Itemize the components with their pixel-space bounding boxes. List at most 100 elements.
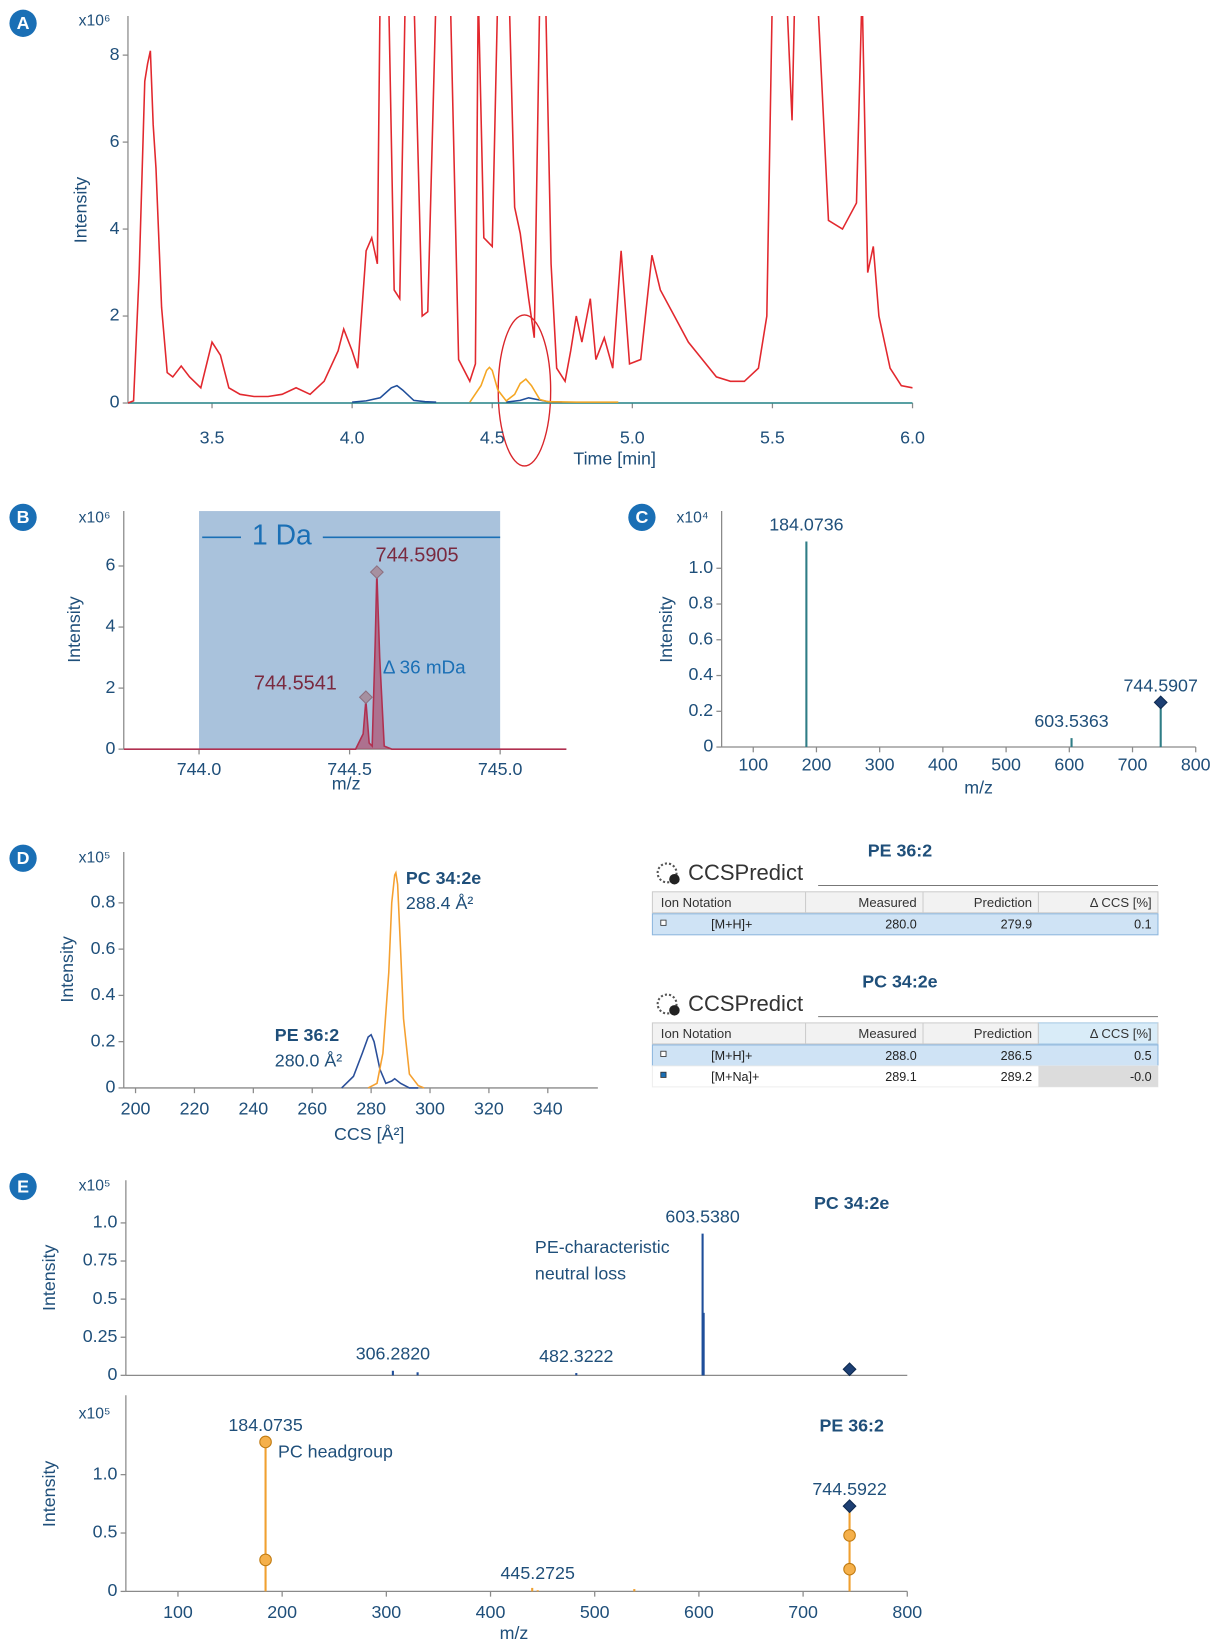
y-multiplier: x10⁵ (79, 1405, 111, 1422)
table-cell: 280.0 (885, 918, 916, 932)
x-tick-label: 100 (738, 755, 768, 775)
peak-label: 603.5363 (1034, 711, 1108, 731)
series-line (469, 366, 619, 403)
x-tick-label: 700 (788, 1602, 818, 1622)
y-axis-label: Intensity (656, 596, 676, 662)
y-tick-label: 0.6 (688, 628, 713, 648)
x-tick-label: 600 (1054, 755, 1084, 775)
y-tick-label: 2 (110, 305, 120, 325)
x-tick-label: 300 (415, 1099, 445, 1119)
x-tick-label: 340 (533, 1099, 563, 1119)
x-tick-label: 240 (238, 1099, 268, 1119)
brand-icon (656, 862, 678, 884)
brand-icon-dot (669, 1005, 680, 1016)
peak-label: 744.5541 (254, 672, 337, 694)
y-tick-label: 0 (105, 738, 115, 758)
y-axis-label: Intensity (39, 1461, 59, 1527)
brand-name: CCSPredict (688, 860, 803, 885)
x-axis-label: CCS [Å²] (334, 1124, 404, 1144)
x-tick-label: 400 (928, 755, 958, 775)
y-multiplier: x10⁵ (79, 1178, 111, 1195)
peak-label: 744.5922 (812, 1479, 886, 1499)
series-line (367, 870, 425, 1089)
peak-label: 603.5380 (665, 1207, 739, 1227)
table-cell: 0.5 (1134, 1049, 1151, 1063)
panel-badge (9, 9, 37, 37)
y-tick-label: 0.4 (91, 984, 116, 1004)
annotation: 288.4 Å² (406, 893, 473, 913)
highlight-band (199, 511, 501, 750)
table-cell: 288.0 (885, 1049, 916, 1063)
peak-point (843, 1529, 856, 1542)
annotation: Δ 36 mDa (383, 656, 466, 677)
x-tick-label: 5.5 (760, 427, 785, 447)
y-tick-label: 0.6 (91, 938, 116, 958)
peak-label: 482.3222 (539, 1346, 613, 1366)
y-tick-label: 0 (703, 736, 713, 756)
y-tick-label: 1.0 (93, 1463, 118, 1483)
x-tick-label: 300 (865, 755, 895, 775)
y-multiplier: x10⁶ (79, 510, 111, 527)
x-tick-label: 220 (180, 1099, 210, 1119)
column-header: Prediction (974, 1026, 1032, 1041)
peak-marker (842, 1362, 857, 1377)
panel-badge (9, 844, 37, 872)
cell-shade (1038, 1065, 1158, 1087)
table-cell: [M+H]+ (711, 1049, 752, 1063)
x-tick-label: 200 (121, 1099, 151, 1119)
x-tick-label: 300 (371, 1602, 401, 1622)
row-icon (660, 919, 667, 926)
y-tick-label: 6 (110, 131, 120, 151)
span-label: 1 Da (252, 519, 312, 551)
series-line (127, 15, 913, 404)
x-tick-label: 700 (1118, 755, 1148, 775)
annotation: PE 36:2 (275, 1025, 340, 1045)
x-tick-label: 744.5 (327, 759, 372, 779)
table-title: PE 36:2 (868, 841, 933, 861)
table-cell: [M+Na]+ (711, 1070, 759, 1084)
table-cell: 0.1 (1134, 918, 1151, 932)
annotation: PC 34:2e (406, 868, 481, 888)
x-axis-label: m/z (964, 778, 993, 798)
y-tick-label: 0.8 (91, 892, 116, 912)
y-axis-label: Intensity (64, 596, 84, 662)
column-header: Δ CCS [%] (1090, 1026, 1152, 1041)
y-tick-label: 0 (105, 1077, 115, 1097)
panel-label: A (17, 13, 30, 33)
x-tick-label: 744.0 (177, 759, 222, 779)
y-tick-label: 0 (110, 392, 120, 412)
y-tick-label: 4 (110, 218, 120, 238)
column-header: Δ CCS [%] (1090, 895, 1152, 910)
row-icon (660, 1050, 667, 1057)
table-cell: 289.2 (1001, 1070, 1032, 1084)
x-tick-label: 320 (474, 1099, 504, 1119)
y-tick-label: 0.2 (91, 1030, 116, 1050)
peak-point (259, 1553, 272, 1567)
x-tick-label: 200 (802, 755, 832, 775)
column-header: Ion Notation (661, 895, 732, 910)
annotation: 280.0 Å² (275, 1050, 342, 1070)
peak-label: 184.0736 (769, 514, 843, 534)
panel-label: B (17, 507, 30, 527)
table-cell: -0.0 (1130, 1070, 1152, 1084)
x-tick-label: 800 (1181, 755, 1211, 775)
y-tick-label: 8 (110, 44, 120, 64)
panel-label: D (17, 848, 30, 868)
peak-marker (259, 1435, 272, 1449)
panel-badge (628, 503, 656, 531)
panel-label: E (17, 1176, 29, 1196)
y-tick-label: 0.4 (688, 664, 713, 684)
table-title: PC 34:2e (862, 972, 937, 992)
peak-label: 445.2725 (501, 1563, 575, 1583)
x-tick-label: 4.5 (480, 427, 505, 447)
x-tick-label: 800 (892, 1602, 922, 1622)
x-tick-label: 260 (297, 1099, 327, 1119)
y-multiplier: x10⁶ (79, 12, 111, 29)
y-axis-label: Intensity (39, 1245, 59, 1311)
y-tick-label: 0 (108, 1580, 118, 1600)
y-tick-label: 0.5 (93, 1522, 118, 1542)
peak-label: 306.2820 (356, 1344, 430, 1364)
row-icon (660, 1071, 667, 1078)
x-tick-label: 100 (163, 1602, 193, 1622)
